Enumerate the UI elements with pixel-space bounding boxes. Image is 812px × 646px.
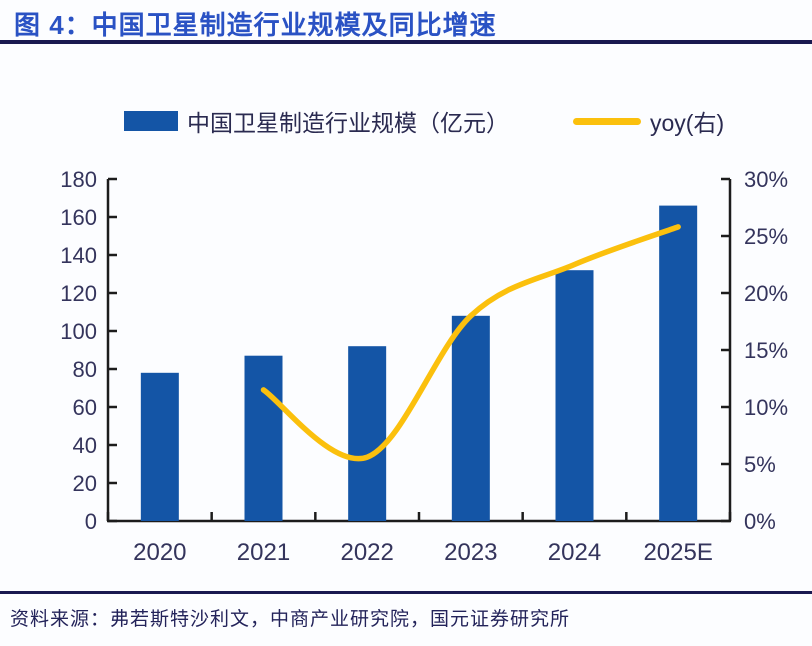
category-label-2023: 2023: [444, 539, 497, 566]
bar-2025E: [659, 205, 698, 521]
right-axis-tick-label: 5%: [744, 452, 776, 477]
right-axis-tick-label: 0%: [744, 509, 776, 534]
left-axis-tick-label: 120: [60, 281, 97, 306]
category-label-2024: 2024: [548, 539, 601, 566]
source-note: 资料来源：弗若斯特沙利文，中商产业研究院，国元证券研究所: [0, 591, 812, 646]
right-axis-tick-label: 20%: [744, 281, 788, 306]
legend-bar-label: 中国卫星制造行业规模（亿元）: [187, 110, 509, 136]
left-axis-tick-label: 40: [73, 433, 97, 458]
right-axis-tick-label: 10%: [744, 395, 788, 420]
legend-line-label: yoy(右): [650, 110, 725, 136]
left-axis-tick-label: 20: [73, 471, 97, 496]
left-axis-tick-label: 100: [60, 319, 97, 344]
chart-area: 0 20 40 60 80 100 120 140 160 180 0% 5% 10% 15% 20% 25%…: [0, 148, 812, 588]
left-axis-tick-label: 160: [60, 205, 97, 230]
left-axis-tick-label: 60: [73, 395, 97, 420]
category-label-2021: 2021: [237, 539, 290, 566]
bar-2022: [348, 346, 387, 521]
right-axis-tick-label: 25%: [744, 224, 788, 249]
category-label-2020: 2020: [133, 539, 186, 566]
figure-title: 图 4：中国卫星制造行业规模及同比增速: [14, 10, 497, 40]
left-axis-tick-label: 80: [73, 357, 97, 382]
chart-svg: 0 20 40 60 80 100 120 140 160 180 0% 5% 10% 15% 20% 25%…: [60, 167, 788, 566]
left-axis-tick-label: 180: [60, 167, 97, 192]
bar-2021: [244, 355, 283, 521]
yoy-line: [260, 224, 681, 462]
bar-2020: [140, 372, 179, 521]
right-axis-tick-label: 30%: [744, 167, 788, 192]
source-text: 资料来源：弗若斯特沙利文，中商产业研究院，国元证券研究所: [10, 609, 571, 630]
chart-legend: 中国卫星制造行业规模（亿元） yoy(右): [124, 104, 724, 138]
category-label-2025E: 2025E: [643, 539, 712, 566]
bar-2023: [451, 315, 490, 521]
category-label-2022: 2022: [340, 539, 393, 566]
legend-bar-swatch-icon: [124, 111, 178, 131]
title-underline: [0, 40, 812, 44]
left-axis-tick-label: 0: [85, 509, 97, 534]
bar-2024: [555, 270, 594, 521]
right-axis-tick-label: 15%: [744, 338, 788, 363]
legend-line-swatch-icon: [573, 117, 641, 125]
left-axis-tick-label: 140: [60, 243, 97, 268]
